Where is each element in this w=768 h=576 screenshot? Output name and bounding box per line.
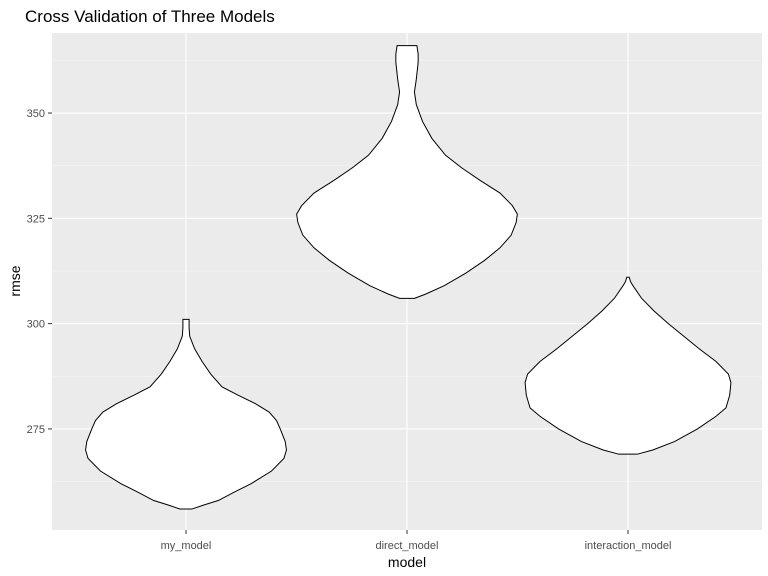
y-axis-title: rmse — [7, 265, 23, 296]
y-axis-tick-label: 325 — [27, 213, 45, 225]
violin-my_model — [85, 318, 287, 510]
chart-title: Cross Validation of Three Models — [25, 7, 275, 26]
violin-layer — [85, 45, 732, 510]
y-axis-tick-label: 350 — [27, 108, 45, 120]
x-axis-title: model — [388, 554, 426, 570]
y-axis-tick-label: 275 — [27, 424, 45, 436]
x-axis-tick-label-interaction-model: interaction_model — [585, 540, 672, 552]
axis-layer: 275 300 325 350 my_model direct_model interact… — [27, 108, 672, 552]
x-axis-tick-label-direct-model: direct_model — [376, 540, 439, 552]
violin-interaction_model — [524, 276, 732, 455]
x-axis-tick-label-my-model: my_model — [161, 540, 212, 552]
violin-direct_model — [296, 45, 518, 299]
y-axis-tick-label: 300 — [27, 319, 45, 331]
